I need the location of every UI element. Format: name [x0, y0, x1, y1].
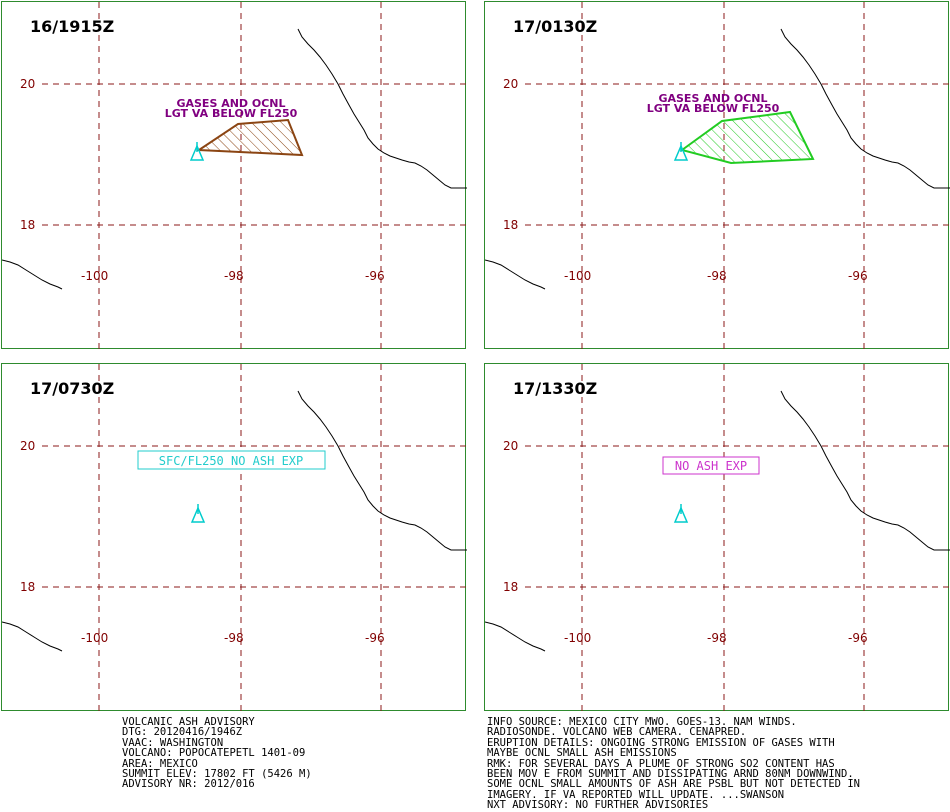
coastline-gulf: [780, 28, 950, 189]
coastline-gulf: [297, 28, 467, 189]
lat-label-20: 20: [503, 77, 518, 91]
advisory-line: RADIOSONDE. VOLCANO WEB CAMERA. CENAPRED…: [487, 726, 747, 739]
coastline-pacific: [2, 621, 63, 652]
lon-label-96: -96: [365, 631, 385, 645]
coastline-pacific: [485, 259, 546, 290]
forecast-panel-4: 20 18 -100 -98 -96 NO ASH EXP 17/1330Z: [484, 363, 950, 712]
lat-label-20: 20: [20, 77, 35, 91]
no-ash-box: [137, 450, 326, 470]
advisory-line: IMAGERY. IF VA REPORTED WILL UPDATE. ...…: [487, 788, 785, 801]
lat-label-18: 18: [503, 580, 518, 594]
lon-label-98: -98: [224, 631, 244, 645]
advisory-line: BEEN MOV E FROM SUMMIT AND DISSIPATING A…: [487, 768, 854, 781]
ash-cloud-polygon: [195, 118, 304, 157]
lat-label-18: 18: [20, 218, 35, 232]
volcano-icon: [673, 142, 689, 161]
forecast-panel-2: 20 18 -100 -98 -96 GASES AND OCNL LGT VA…: [484, 1, 950, 350]
valid-time: 17/0730Z: [30, 379, 115, 398]
lat-label-18: 18: [20, 580, 35, 594]
no-ash-box: [662, 456, 760, 475]
coastline-gulf: [780, 390, 950, 551]
volcano-icon: [673, 504, 689, 523]
advisory-header-block: VOLCANIC ASH ADVISORY DTG: 20120416/1946…: [122, 717, 312, 790]
advisory-line: MAYBE OCNL SMALL ASH EMISSIONS: [487, 747, 677, 760]
lon-label-96: -96: [365, 269, 385, 283]
lon-label-100: -100: [81, 631, 108, 645]
advisory-line: SUMMIT ELEV: 17802 FT (5426 M): [122, 768, 312, 781]
lon-label-96: -96: [848, 269, 868, 283]
lon-label-100: -100: [81, 269, 108, 283]
advisory-line: VAAC: WASHINGTON: [122, 736, 224, 749]
advisory-line: ERUPTION DETAILS: ONGOING STRONG EMISSIO…: [487, 736, 835, 749]
ash-label-line-1: GASES AND OCNL: [658, 92, 767, 105]
map-4: 20 18 -100 -98 -96 NO ASH EXP: [485, 364, 950, 712]
coastline-pacific: [2, 259, 63, 290]
lon-label-98: -98: [224, 269, 244, 283]
advisory-line: SOME OCNL SMALL AMOUNTS OF ASH ARE PSBL …: [487, 778, 860, 791]
coastline-gulf: [297, 390, 467, 551]
valid-time: 17/0130Z: [513, 17, 598, 36]
ash-label-line-2: LGT VA BELOW FL250: [647, 102, 780, 115]
advisory-details-block: INFO SOURCE: MEXICO CITY MWO. GOES-13. N…: [487, 717, 860, 811]
advisory-line: VOLCANIC ASH ADVISORY: [122, 716, 255, 728]
advisory-line: DTG: 20120416/1946Z: [122, 726, 243, 739]
lon-label-100: -100: [564, 631, 591, 645]
advisory-line: INFO SOURCE: MEXICO CITY MWO. GOES-13. N…: [487, 716, 797, 728]
advisory-line: ADVISORY NR: 2012/016: [122, 778, 255, 791]
lon-label-98: -98: [707, 631, 727, 645]
advisory-line: NXT ADVISORY: NO FURTHER ADVISORIES: [487, 799, 709, 812]
lon-label-98: -98: [707, 269, 727, 283]
forecast-panel-3: 20 18 -100 -98 -96 SFC/FL250 NO ASH EXP …: [1, 363, 467, 712]
map-1: 20 18 -100 -98 -96 GASES AND OCNL LGT VA…: [2, 2, 467, 350]
advisory-line: RMK: FOR SEVERAL DAYS A PLUME OF STRONG …: [487, 757, 835, 770]
valid-time: 17/1330Z: [513, 379, 598, 398]
volcano-icon: [189, 142, 205, 161]
lat-label-20: 20: [503, 439, 518, 453]
advisory-line: VOLCANO: POPOCATEPETL 1401-09: [122, 747, 306, 760]
no-ash-label: SFC/FL250 NO ASH EXP: [159, 454, 304, 468]
lat-label-18: 18: [503, 218, 518, 232]
no-ash-label: NO ASH EXP: [675, 459, 747, 473]
valid-time: 16/1915Z: [30, 17, 115, 36]
forecast-panel-1: 20 18 -100 -98 -96 GASES AND OCNL LGT VA…: [1, 1, 467, 350]
advisory-line: AREA: MEXICO: [122, 757, 198, 770]
volcano-icon: [190, 504, 206, 523]
lon-label-96: -96: [848, 631, 868, 645]
ash-cloud-polygon: [679, 110, 815, 165]
coastline-pacific: [485, 621, 546, 652]
ash-label-line-2: LGT VA BELOW FL250: [165, 107, 298, 120]
ash-label-line-1: GASES AND OCNL: [176, 97, 285, 110]
map-2: 20 18 -100 -98 -96 GASES AND OCNL LGT VA…: [485, 2, 950, 350]
map-3: 20 18 -100 -98 -96 SFC/FL250 NO ASH EXP: [2, 364, 467, 712]
lon-label-100: -100: [564, 269, 591, 283]
lat-label-20: 20: [20, 439, 35, 453]
